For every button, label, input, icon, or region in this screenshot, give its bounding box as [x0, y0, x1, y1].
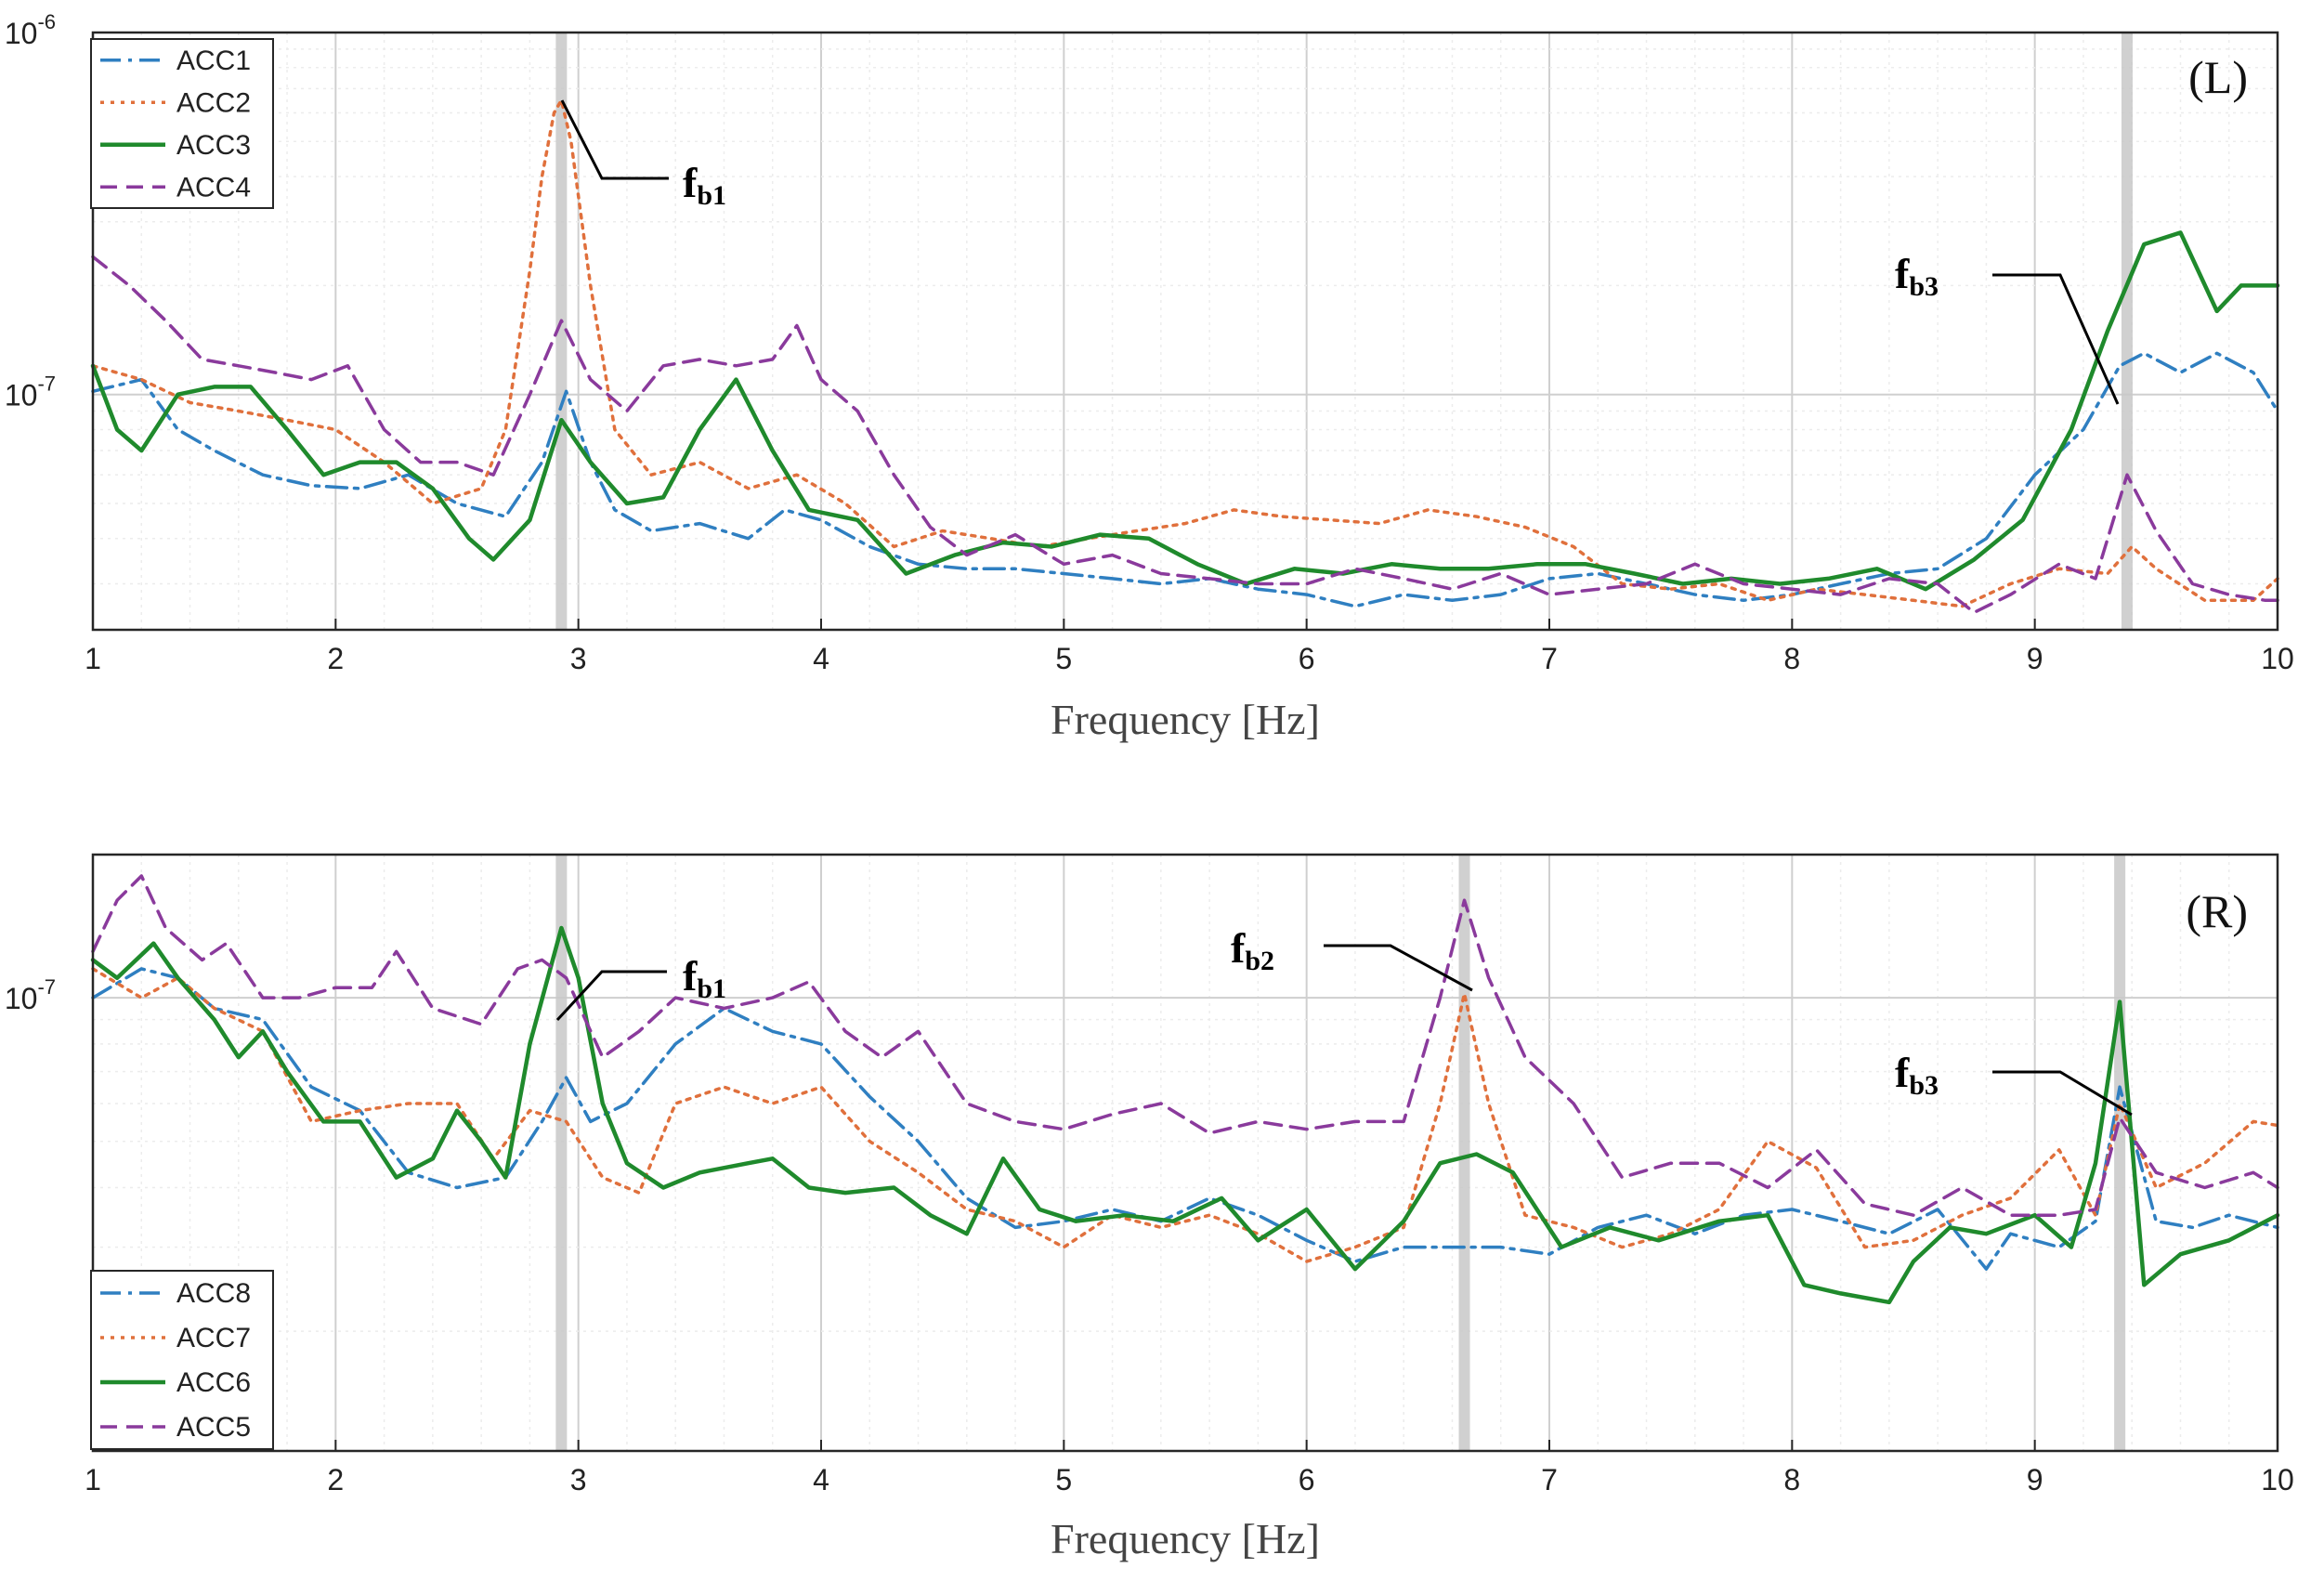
x-tick-label: 10	[2261, 1463, 2294, 1496]
series-line-acc7	[91, 967, 2279, 1263]
x-tick-label: 2	[327, 642, 344, 675]
legend-entry-acc1: ACC1	[176, 46, 251, 76]
annotation-label-b1: fb1	[683, 952, 726, 1004]
legend-entry-acc5: ACC5	[176, 1412, 251, 1443]
axes-frame	[91, 853, 2279, 1453]
annotation-label-b2: fb2	[1231, 924, 1274, 976]
annotation-leader-b1	[555, 970, 667, 1022]
highlight-band	[2114, 855, 2126, 1451]
highlight-band	[555, 33, 568, 630]
x-tick-label: 3	[570, 1463, 587, 1496]
legend-entry-acc2: ACC2	[176, 87, 251, 118]
x-tick-label: 6	[1299, 1463, 1315, 1496]
x-tick-label: 4	[813, 642, 829, 675]
x-tick-label: 8	[1783, 642, 1800, 675]
legend-entry-acc8: ACC8	[176, 1278, 251, 1309]
x-axis-label: Frequency [Hz]	[1051, 1515, 1320, 1562]
x-tick-label: 9	[2027, 1463, 2043, 1496]
x-tick-label: 2	[327, 1463, 344, 1496]
legend-entry-acc3: ACC3	[176, 130, 251, 161]
series-line-acc1	[91, 351, 2279, 608]
x-tick-label: 6	[1299, 642, 1315, 675]
y-tick-label: 10-7	[5, 975, 56, 1015]
y-tick-label: 10-6	[5, 10, 56, 50]
x-tick-label: 1	[85, 642, 101, 675]
panel-right: 1 2 3 4 5 6 7 8 9 10 10-7 Frequency [Hz] (R) fb1 fb2 fb…	[5, 853, 2294, 1562]
x-tick-label: 1	[85, 1463, 101, 1496]
x-tick-label: 5	[1055, 642, 1072, 675]
x-tick-label: 8	[1783, 1463, 1800, 1496]
legend-box	[90, 38, 274, 209]
legend-box	[90, 1270, 274, 1450]
panel-label: (L)	[2188, 51, 2248, 103]
legend: ACC1 ACC2 ACC3 ACC4	[90, 38, 274, 209]
legend-entry-acc6: ACC6	[176, 1367, 251, 1398]
annotation-leader-b2	[1324, 944, 1473, 992]
x-tick-label: 4	[813, 1463, 829, 1496]
annotation-label-b3: fb3	[1895, 1049, 1939, 1101]
panel-left: 1 2 3 4 5 6 7 8 9 10 10-6 10-7 Frequency [Hz] (L) fb1 f…	[5, 10, 2294, 743]
highlight-band	[1458, 855, 1470, 1451]
x-tick-label: 7	[1541, 642, 1558, 675]
plot-area	[93, 855, 2278, 1451]
x-tick-label: 7	[1541, 1463, 1558, 1496]
highlight-band	[555, 855, 568, 1451]
highlight-band	[2121, 33, 2133, 630]
annotation-label-b3: fb3	[1895, 250, 1939, 302]
x-tick-label: 10	[2261, 642, 2294, 675]
annotation-label-b1: fb1	[683, 159, 726, 211]
legend-entry-acc4: ACC4	[176, 172, 251, 203]
annotation-leader-b1	[560, 99, 669, 180]
axes-frame	[91, 31, 2279, 632]
series-line-acc6	[90, 925, 2280, 1305]
y-tick-label: 10-7	[5, 372, 56, 412]
series-line-acc5	[91, 874, 2279, 1217]
annotation-leader-b3	[1992, 273, 2120, 405]
annotation-leader-b3	[1992, 1070, 2133, 1117]
legend-entry-acc7: ACC7	[176, 1323, 251, 1353]
plot-area	[93, 33, 2278, 630]
series-line-acc4	[91, 255, 2279, 615]
x-tick-label: 3	[570, 642, 587, 675]
x-axis-label: Frequency [Hz]	[1051, 696, 1320, 743]
legend: ACC8 ACC7 ACC6 ACC5	[90, 1270, 274, 1450]
panel-label: (R)	[2186, 885, 2248, 937]
x-tick-label: 5	[1055, 1463, 1072, 1496]
x-tick-label: 9	[2027, 642, 2043, 675]
